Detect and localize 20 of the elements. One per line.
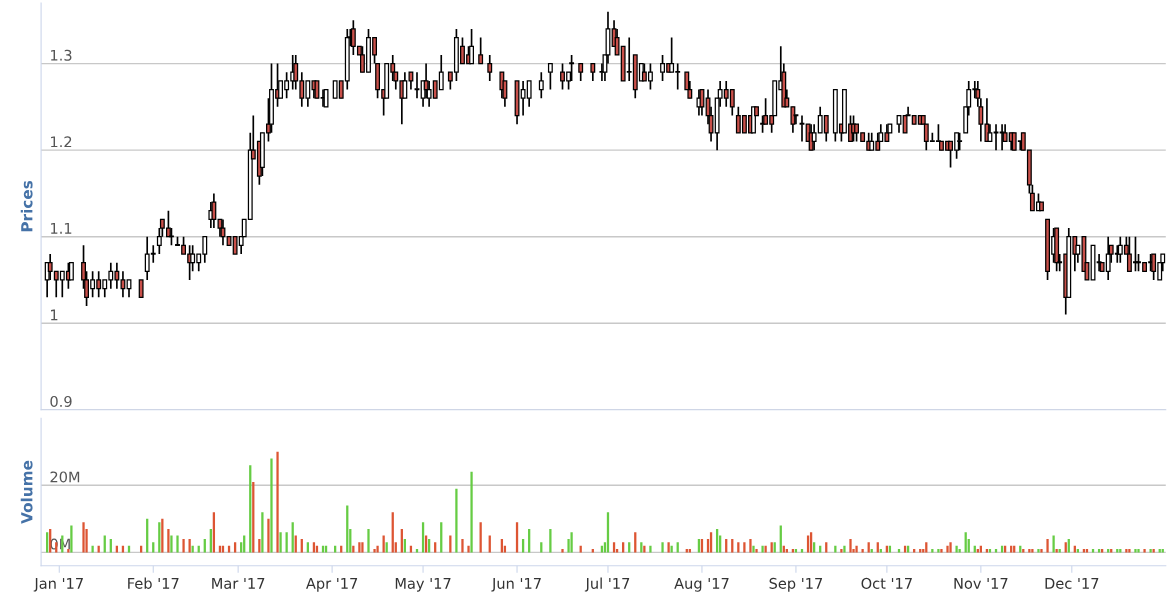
y-tick-label: 1 <box>51 309 58 321</box>
x-tick-label: Jul '17 <box>584 577 630 592</box>
y-tick-label: 1.2 <box>51 136 72 148</box>
y-tick-label: 1.3 <box>51 49 72 61</box>
y-tick-label: 20M <box>50 471 80 483</box>
x-tick-label: Mar '17 <box>212 578 265 589</box>
x-tick-label: Oct '17 <box>861 577 912 589</box>
x-tick-label: May '17 <box>395 578 451 592</box>
x-tick-label: Feb '17 <box>128 577 179 589</box>
x-tick-label: Apr '17 <box>306 578 358 592</box>
y-axis-title: Volume <box>20 460 33 524</box>
x-tick-label: Jan '17 <box>33 578 83 592</box>
x-tick-label: Aug '17 <box>674 578 729 592</box>
x-tick-label: Jun '17 <box>491 578 541 592</box>
x-tick-label: Sep '17 <box>769 577 823 592</box>
x-tick-label: Dec '17 <box>1045 578 1099 589</box>
y-tick-label: 1.1 <box>51 223 72 234</box>
y-tick-label: 0.9 <box>50 395 72 407</box>
y-axis-title: Prices <box>20 180 33 232</box>
x-tick-label: Nov '17 <box>954 578 1008 589</box>
